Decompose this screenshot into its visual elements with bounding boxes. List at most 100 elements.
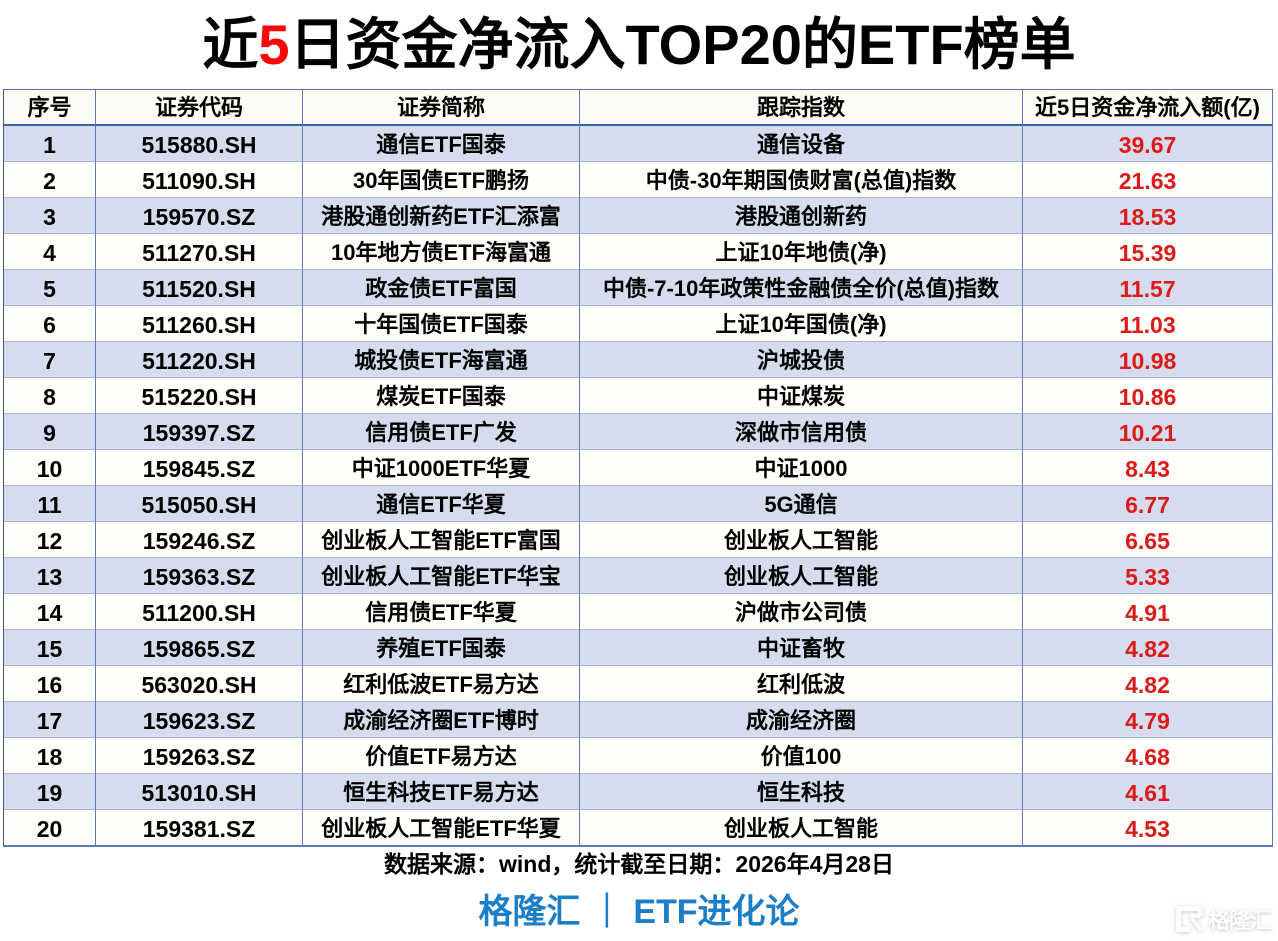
cell-val: 10.98 bbox=[1023, 342, 1273, 378]
cell-code: 159381.SZ bbox=[96, 810, 303, 847]
cell-rank: 12 bbox=[3, 522, 96, 558]
cell-name: 中证1000ETF华夏 bbox=[303, 450, 580, 486]
cell-rank: 7 bbox=[3, 342, 96, 378]
cell-index: 通信设备 bbox=[580, 126, 1023, 162]
cell-rank: 16 bbox=[3, 666, 96, 702]
cell-rank: 5 bbox=[3, 270, 96, 306]
cell-name: 政金债ETF富国 bbox=[303, 270, 580, 306]
table-row: 1 515880.SH 通信ETF国泰 通信设备 39.67 bbox=[3, 126, 1273, 162]
table-row: 20 159381.SZ 创业板人工智能ETF华夏 创业板人工智能 4.53 bbox=[3, 810, 1273, 847]
cell-code: 159845.SZ bbox=[96, 450, 303, 486]
cell-val: 4.61 bbox=[1023, 774, 1273, 810]
cell-val: 10.21 bbox=[1023, 414, 1273, 450]
table-body: 1 515880.SH 通信ETF国泰 通信设备 39.67 2 511090.SH 30年国… bbox=[3, 126, 1273, 847]
table-row: 19 513010.SH 恒生科技ETF易方达 恒生科技 4.61 bbox=[3, 774, 1273, 810]
cell-rank: 9 bbox=[3, 414, 96, 450]
cell-name: 创业板人工智能ETF华宝 bbox=[303, 558, 580, 594]
cell-rank: 6 bbox=[3, 306, 96, 342]
cell-name: 十年国债ETF国泰 bbox=[303, 306, 580, 342]
table-row: 18 159263.SZ 价值ETF易方达 价值100 4.68 bbox=[3, 738, 1273, 774]
cell-val: 4.91 bbox=[1023, 594, 1273, 630]
cell-index: 港股通创新药 bbox=[580, 198, 1023, 234]
column-header-rank: 序号 bbox=[3, 89, 96, 126]
cell-name: 通信ETF国泰 bbox=[303, 126, 580, 162]
title-bar: 近5日资金净流入TOP20的ETF榜单 bbox=[0, 0, 1278, 90]
title-prefix: 近 bbox=[202, 13, 259, 76]
column-header-index: 跟踪指数 bbox=[580, 89, 1023, 126]
cell-index: 价值100 bbox=[580, 738, 1023, 774]
table-row: 7 511220.SH 城投债ETF海富通 沪城投债 10.98 bbox=[3, 342, 1273, 378]
cell-code: 563020.SH bbox=[96, 666, 303, 702]
cell-index: 创业板人工智能 bbox=[580, 558, 1023, 594]
cell-index: 创业板人工智能 bbox=[580, 810, 1023, 847]
cell-val: 4.79 bbox=[1023, 702, 1273, 738]
cell-code: 159363.SZ bbox=[96, 558, 303, 594]
cell-val: 8.43 bbox=[1023, 450, 1273, 486]
table-row: 3 159570.SZ 港股通创新药ETF汇添富 港股通创新药 18.53 bbox=[3, 198, 1273, 234]
cell-rank: 10 bbox=[3, 450, 96, 486]
cell-name: 10年地方债ETF海富通 bbox=[303, 234, 580, 270]
table-row: 6 511260.SH 十年国债ETF国泰 上证10年国债(净) 11.03 bbox=[3, 306, 1273, 342]
cell-val: 4.68 bbox=[1023, 738, 1273, 774]
cell-code: 511270.SH bbox=[96, 234, 303, 270]
cell-index: 中债-30年期国债财富(总值)指数 bbox=[580, 162, 1023, 198]
table-header: 序号 证券代码 证券简称 跟踪指数 近5日资金净流入额(亿) bbox=[3, 89, 1273, 126]
etf-ranking-table: 序号 证券代码 证券简称 跟踪指数 近5日资金净流入额(亿) 1 515880.S… bbox=[3, 89, 1273, 847]
cell-val: 11.03 bbox=[1023, 306, 1273, 342]
cell-index: 深做市信用债 bbox=[580, 414, 1023, 450]
column-header-code: 证券代码 bbox=[96, 89, 303, 126]
column-header-inflow: 近5日资金净流入额(亿) bbox=[1023, 89, 1273, 126]
watermark: 格隆汇 bbox=[1175, 903, 1272, 935]
cell-rank: 11 bbox=[3, 486, 96, 522]
cell-code: 515050.SH bbox=[96, 486, 303, 522]
cell-index: 5G通信 bbox=[580, 486, 1023, 522]
table-row: 17 159623.SZ 成渝经济圈ETF博时 成渝经济圈 4.79 bbox=[3, 702, 1273, 738]
cell-name: 恒生科技ETF易方达 bbox=[303, 774, 580, 810]
cell-code: 159623.SZ bbox=[96, 702, 303, 738]
table-row: 16 563020.SH 红利低波ETF易方达 红利低波 4.82 bbox=[3, 666, 1273, 702]
table-row: 4 511270.SH 10年地方债ETF海富通 上证10年地债(净) 15.39 bbox=[3, 234, 1273, 270]
cell-rank: 8 bbox=[3, 378, 96, 414]
gelonghui-logo-icon bbox=[1176, 906, 1203, 932]
table-row: 9 159397.SZ 信用债ETF广发 深做市信用债 10.21 bbox=[3, 414, 1273, 450]
cell-index: 中债-7-10年政策性金融债全价(总值)指数 bbox=[580, 270, 1023, 306]
cell-name: 红利低波ETF易方达 bbox=[303, 666, 580, 702]
cell-name: 创业板人工智能ETF华夏 bbox=[303, 810, 580, 847]
cell-index: 中证畜牧 bbox=[580, 630, 1023, 666]
cell-val: 6.65 bbox=[1023, 522, 1273, 558]
cell-code: 159246.SZ bbox=[96, 522, 303, 558]
cell-val: 10.86 bbox=[1023, 378, 1273, 414]
cell-rank: 1 bbox=[3, 126, 96, 162]
cell-code: 515880.SH bbox=[96, 126, 303, 162]
cell-name: 创业板人工智能ETF富国 bbox=[303, 522, 580, 558]
cell-index: 红利低波 bbox=[580, 666, 1023, 702]
cell-index: 沪城投债 bbox=[580, 342, 1023, 378]
cell-val: 4.82 bbox=[1023, 630, 1273, 666]
cell-rank: 19 bbox=[3, 774, 96, 810]
table-row: 11 515050.SH 通信ETF华夏 5G通信 6.77 bbox=[3, 486, 1273, 522]
cell-index: 上证10年地债(净) bbox=[580, 234, 1023, 270]
cell-name: 信用债ETF华夏 bbox=[303, 594, 580, 630]
cell-rank: 14 bbox=[3, 594, 96, 630]
cell-val: 4.53 bbox=[1023, 810, 1273, 847]
cell-code: 511200.SH bbox=[96, 594, 303, 630]
cell-code: 515220.SH bbox=[96, 378, 303, 414]
table-row: 2 511090.SH 30年国债ETF鹏扬 中债-30年期国债财富(总值)指数 21.… bbox=[3, 162, 1273, 198]
cell-code: 159570.SZ bbox=[96, 198, 303, 234]
cell-index: 上证10年国债(净) bbox=[580, 306, 1023, 342]
cell-val: 18.53 bbox=[1023, 198, 1273, 234]
cell-name: 通信ETF华夏 bbox=[303, 486, 580, 522]
table-row: 5 511520.SH 政金债ETF富国 中债-7-10年政策性金融债全价(总值)指数… bbox=[3, 270, 1273, 306]
table-row: 15 159865.SZ 养殖ETF国泰 中证畜牧 4.82 bbox=[3, 630, 1273, 666]
cell-rank: 4 bbox=[3, 234, 96, 270]
cell-code: 511220.SH bbox=[96, 342, 303, 378]
cell-code: 159263.SZ bbox=[96, 738, 303, 774]
cell-index: 创业板人工智能 bbox=[580, 522, 1023, 558]
table-row: 14 511200.SH 信用债ETF华夏 沪做市公司债 4.91 bbox=[3, 594, 1273, 630]
table-row: 10 159845.SZ 中证1000ETF华夏 中证1000 8.43 bbox=[3, 450, 1273, 486]
cell-val: 21.63 bbox=[1023, 162, 1273, 198]
cell-rank: 13 bbox=[3, 558, 96, 594]
cell-rank: 15 bbox=[3, 630, 96, 666]
cell-code: 159865.SZ bbox=[96, 630, 303, 666]
